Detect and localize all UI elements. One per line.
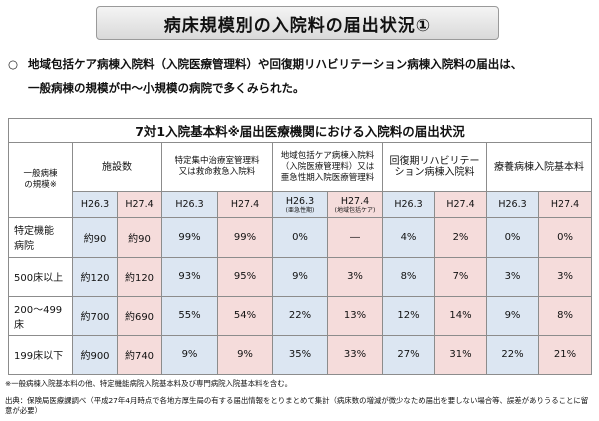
table-cell: 約900 [72,334,118,376]
year-header: H26.3 [161,191,218,219]
table-cell: 21% [537,334,593,376]
table-cell: 3% [327,256,383,297]
bullet-line-1: 地域包括ケア病棟入院料（入院医療管理料）や回復期リハビリテーション病棟入院料の届… [28,57,523,71]
row-label: 200～499床 [8,295,73,336]
table-cell: 14% [434,295,487,336]
table-cell: 約90 [117,217,162,258]
table-cell: 12% [382,295,435,336]
table-cell: 9% [217,334,273,376]
table-cell: 95% [217,256,273,297]
year-header: H26.3 [382,191,435,219]
year-label: H26.3 [394,199,423,211]
year-label: H27.4 [340,195,370,207]
year-header: H27.4 [217,191,273,219]
icu-header: 特定集中治療室管理料 又は救命救急入院料 [161,142,273,193]
table-cell: 35% [272,334,328,376]
table-cell: 0% [272,217,328,258]
summary-bullet: ○ 地域包括ケア病棟入院料（入院医療管理料）や回復期リハビリテーション病棟入院料の… [8,52,593,100]
table-cell: 93% [161,256,218,297]
table-cell: 約690 [117,295,162,336]
year-label: H27.4 [230,199,260,211]
year-label: H26.3 [285,195,315,207]
year-label: H27.4 [125,199,154,211]
bed-scale-header: 一般病棟 の規模※ [8,142,73,219]
table-cell: 54% [217,295,273,336]
table-cell: 8% [382,256,435,297]
footnote: ※一般病棟入院基本料の他、特定機能病院入院基本料及び専門病院入院基本料を含む。 [5,379,293,388]
table-cell: 約740 [117,334,162,376]
table-cell: 22% [486,334,539,376]
year-sublabel: (地域包括ケア) [334,206,376,214]
table-row: 特定機能 病院 約90 約90 99% 99% 0% ― 4% 2% 0% 0% [8,217,593,258]
row-label: 199床以下 [8,334,73,376]
table-cell: 99% [161,217,218,258]
year-header: H27.4 [537,191,593,219]
year-label: H26.3 [175,199,204,211]
table-cell: 0% [537,217,593,258]
year-sublabel: (亜急性期) [285,206,315,214]
table-cell: 55% [161,295,218,336]
table-cell: 3% [486,256,539,297]
long-term-care-header: 療養病棟入院基本料 [485,142,593,193]
table-row: 500床以上 約120 約120 93% 95% 9% 3% 8% 7% 3% 3% [8,256,593,297]
table-cell: 7% [434,256,487,297]
table-cell: 約90 [72,217,118,258]
year-header: H27.4 (地域包括ケア) [327,191,383,219]
table-row: 199床以下 約900 約740 9% 9% 35% 33% 27% 31% 22% 21% [8,334,593,376]
page-title: 病床規模別の入院料の届出状況① [96,6,499,40]
table-row: 200～499床 約700 約690 55% 54% 22% 13% 12% 14% 9% 8% [8,295,593,336]
table-cell: 99% [217,217,273,258]
table-caption: 7対1入院基本料※届出医療機関における入院料の届出状況 [7,117,593,144]
table-cell: 31% [434,334,487,376]
rehab-header: 回復期リハビリテー ション病棟入院料 [382,142,487,193]
source-note: 出典：保険局医療課調べ（平成27年4月時点で各地方厚生局の有する届出情報をとりま… [5,396,589,415]
table-cell: 0% [486,217,539,258]
table-cell: 約120 [72,256,118,297]
table-cell: 13% [327,295,383,336]
table-cell: 9% [486,295,539,336]
year-header: H27.4 [434,191,487,219]
row-label: 特定機能 病院 [8,217,73,258]
table-cell: ― [327,217,383,258]
table-cell: 33% [327,334,383,376]
table-cell: 4% [382,217,435,258]
row-label: 500床以上 [8,256,73,297]
year-label: H26.3 [498,199,527,211]
table-cell: 27% [382,334,435,376]
year-label: H27.4 [550,199,580,211]
year-label: H27.4 [446,199,475,211]
table-cell: 3% [537,256,593,297]
year-label: H26.3 [80,199,110,211]
community-care-header: 地域包括ケア病棟入院料 （入院医療管理料）又は 亜急性期入院医療管理料 [272,142,383,193]
bullet-line-2: 一般病棟の規模が中～小規模の病院で多くみられた。 [28,81,305,95]
table-cell: 約700 [72,295,118,336]
table-cell: 22% [272,295,328,336]
year-header: H27.4 [117,191,162,219]
table-cell: 9% [161,334,218,376]
table-cell: 2% [434,217,487,258]
year-header: H26.3 [486,191,539,219]
year-header: H26.3 [72,191,118,219]
table-cell: 9% [272,256,328,297]
table-cell: 8% [537,295,593,336]
table-cell: 約120 [117,256,162,297]
notification-status-table: 7対1入院基本料※届出医療機関における入院料の届出状況 一般病棟 の規模※ 施設… [7,117,593,376]
bullet-circle-icon: ○ [8,57,19,71]
facility-count-header: 施設数 [72,142,162,193]
year-header: H26.3 (亜急性期) [272,191,328,219]
